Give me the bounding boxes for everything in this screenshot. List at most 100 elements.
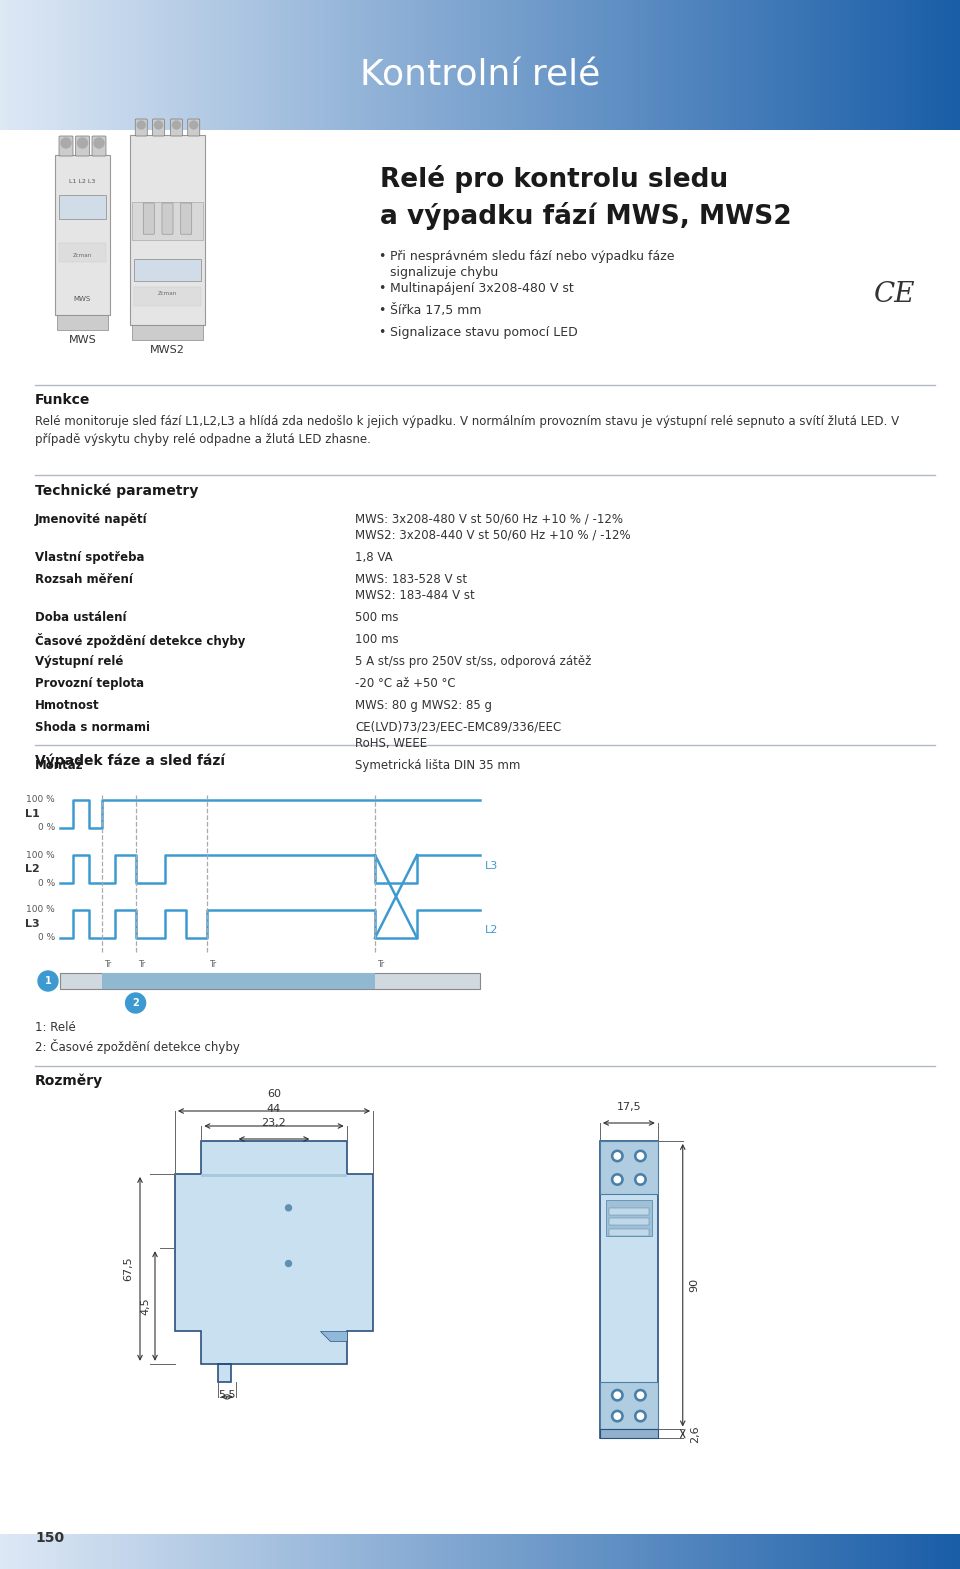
Circle shape	[173, 121, 180, 129]
Bar	[57, 315, 108, 329]
Text: Funkce: Funkce	[35, 392, 90, 406]
Text: Časové zpoždění detekce chyby: Časové zpoždění detekce chyby	[35, 632, 246, 648]
Circle shape	[137, 121, 145, 129]
FancyBboxPatch shape	[59, 137, 73, 155]
Text: 1: 1	[44, 976, 52, 985]
Polygon shape	[202, 1174, 347, 1177]
Text: Signalizace stavu pomocí LED: Signalizace stavu pomocí LED	[390, 326, 578, 339]
Circle shape	[614, 1177, 620, 1183]
Text: 44: 44	[267, 1105, 281, 1114]
Bar	[609, 1229, 649, 1236]
Circle shape	[614, 1153, 620, 1159]
Text: 1,8 VA: 1,8 VA	[355, 551, 393, 563]
Bar	[134, 287, 201, 306]
Bar	[606, 1200, 652, 1236]
Text: Rozměry: Rozměry	[35, 1075, 103, 1089]
Text: 0 %: 0 %	[37, 824, 55, 833]
Text: 150: 150	[35, 1531, 64, 1545]
Circle shape	[614, 1392, 620, 1398]
Text: Výstupní relé: Výstupní relé	[35, 654, 124, 668]
Text: •: •	[378, 282, 385, 295]
Circle shape	[635, 1411, 646, 1422]
Text: signalizuje chybu: signalizuje chybu	[390, 267, 498, 279]
Text: 100 %: 100 %	[26, 795, 55, 805]
Text: a výpadku fází MWS, MWS2: a výpadku fází MWS, MWS2	[380, 202, 792, 231]
Circle shape	[612, 1174, 623, 1185]
Bar	[130, 135, 205, 325]
Text: 1: Relé: 1: Relé	[35, 1021, 76, 1034]
Circle shape	[637, 1153, 643, 1159]
Bar	[59, 243, 106, 262]
Text: Tr: Tr	[209, 960, 216, 970]
Text: Shoda s normami: Shoda s normami	[35, 722, 150, 734]
Text: 2: 2	[132, 998, 139, 1007]
Bar	[60, 973, 480, 988]
Text: 23,2: 23,2	[262, 1119, 286, 1128]
Text: 2,6: 2,6	[689, 1425, 700, 1442]
FancyBboxPatch shape	[92, 137, 106, 155]
FancyBboxPatch shape	[162, 202, 173, 234]
FancyBboxPatch shape	[188, 119, 200, 137]
Bar	[55, 155, 110, 315]
Text: Výpadek fáze a sled fází: Výpadek fáze a sled fází	[35, 753, 225, 767]
Circle shape	[126, 993, 146, 1014]
Text: MWS2: MWS2	[150, 345, 185, 355]
Circle shape	[635, 1174, 646, 1185]
Text: Relé monitoruje sled fází L1,L2,L3 a hlídá zda nedošlo k jejich výpadku. V normá: Relé monitoruje sled fází L1,L2,L3 a hlí…	[35, 414, 900, 428]
Text: Doba ustálení: Doba ustálení	[35, 610, 127, 624]
Bar	[609, 1208, 649, 1214]
Circle shape	[190, 121, 198, 129]
Bar	[59, 195, 106, 220]
Text: MWS: MWS	[68, 336, 96, 345]
Circle shape	[637, 1414, 643, 1420]
Text: Tr: Tr	[377, 960, 384, 970]
FancyBboxPatch shape	[143, 202, 155, 234]
Text: 67,5: 67,5	[123, 1257, 133, 1282]
Text: 500 ms: 500 ms	[355, 610, 398, 624]
Text: případě výskytu chyby relé odpadne a žlutá LED zhasne.: případě výskytu chyby relé odpadne a žlu…	[35, 433, 371, 446]
Text: L2: L2	[25, 865, 40, 874]
Bar	[600, 1141, 658, 1194]
Circle shape	[612, 1411, 623, 1422]
Circle shape	[155, 121, 162, 129]
Text: 100 ms: 100 ms	[355, 632, 398, 646]
FancyBboxPatch shape	[76, 137, 89, 155]
Text: L3: L3	[485, 861, 498, 871]
Text: Provozní teplota: Provozní teplota	[35, 676, 144, 690]
Text: 2: Časové zpoždění detekce chyby: 2: Časové zpoždění detekce chyby	[35, 1039, 240, 1054]
Text: Jmenovité napětí: Jmenovité napětí	[35, 513, 148, 526]
Text: L2: L2	[485, 924, 498, 935]
Text: CЕ: CЕ	[875, 281, 916, 309]
Text: 100 %: 100 %	[26, 905, 55, 915]
Text: Vlastní spotřeba: Vlastní spotřeba	[35, 551, 145, 563]
FancyBboxPatch shape	[180, 202, 192, 234]
Bar	[132, 201, 203, 240]
Text: Při nesprávném sledu fází nebo výpadku fáze: Při nesprávném sledu fází nebo výpadku f…	[390, 249, 675, 264]
Text: Tr: Tr	[137, 960, 145, 970]
Text: MWS: 183-528 V st: MWS: 183-528 V st	[355, 573, 468, 585]
Text: Tr: Tr	[104, 960, 111, 970]
Text: 17,5: 17,5	[616, 1101, 641, 1112]
Text: L3: L3	[25, 919, 40, 929]
Text: 5,5: 5,5	[218, 1390, 236, 1400]
Text: •: •	[378, 304, 385, 317]
Circle shape	[635, 1150, 646, 1161]
Bar	[132, 325, 203, 340]
Bar	[600, 1429, 658, 1439]
Text: Multinapájení 3x208-480 V st: Multinapájení 3x208-480 V st	[390, 282, 574, 295]
Polygon shape	[175, 1141, 373, 1382]
Text: 0 %: 0 %	[37, 934, 55, 943]
Circle shape	[38, 971, 58, 992]
Bar	[600, 1382, 658, 1429]
Circle shape	[635, 1390, 646, 1401]
Text: MWS: 3x208-480 V st 50/60 Hz +10 % / -12%: MWS: 3x208-480 V st 50/60 Hz +10 % / -12…	[355, 513, 623, 526]
Text: 90: 90	[689, 1279, 700, 1293]
Circle shape	[94, 138, 104, 147]
Text: 5 A st/ss pro 250V st/ss, odporová zátěž: 5 A st/ss pro 250V st/ss, odporová zátěž	[355, 654, 591, 668]
Bar	[102, 973, 375, 988]
Text: •: •	[378, 326, 385, 339]
Polygon shape	[321, 1331, 347, 1340]
Circle shape	[78, 138, 87, 147]
Circle shape	[614, 1414, 620, 1420]
Text: Technické parametry: Technické parametry	[35, 483, 199, 497]
